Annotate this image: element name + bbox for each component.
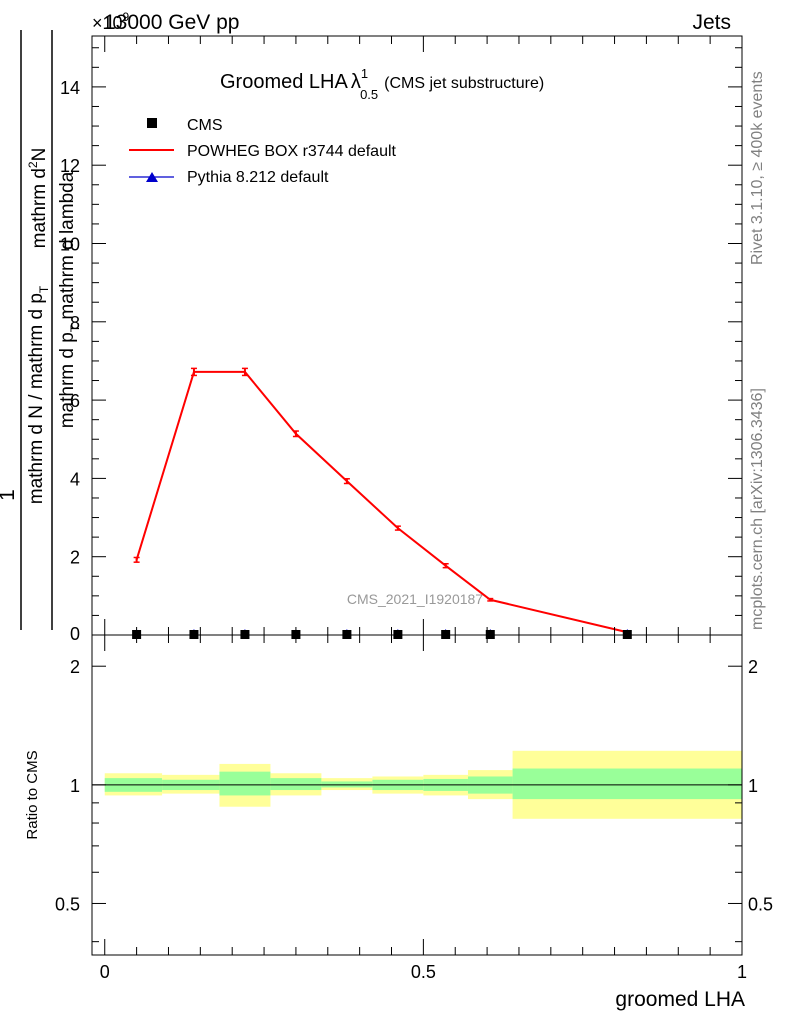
legend-pythia-marker xyxy=(146,172,158,182)
exponent-label: ×109 xyxy=(92,10,130,33)
main-y-tick-label: 4 xyxy=(70,469,80,489)
main-y-tick-label: 12 xyxy=(60,156,80,176)
x-tick-label: 1 xyxy=(737,962,747,982)
y-label-num-right: mathrm d2N xyxy=(26,148,50,249)
mcplots-label: mcplots.cern.ch [arXiv:1306.3436] xyxy=(749,388,766,630)
plot-title: Groomed LHA λ1 0.5(CMS jet substructure) xyxy=(220,66,544,102)
y-axis-label: 1 mathrm d2N mathrm d N / mathrm d pT ma… xyxy=(0,30,82,630)
ratio-panel-frame xyxy=(91,634,743,956)
main-y-tick-label: 8 xyxy=(70,313,80,333)
legend: CMS POWHEG BOX r3744 default Pythia 8.21… xyxy=(129,117,397,186)
ratio-y-tick-label-left: 2 xyxy=(70,657,80,677)
legend-powheg-label: POWHEG BOX r3744 default xyxy=(187,143,397,160)
legend-cms-label: CMS xyxy=(187,117,223,134)
x-tick-label: 0.5 xyxy=(411,962,436,982)
main-y-tick-label: 6 xyxy=(70,391,80,411)
main-y-ticks: 2 4 6 8 10 12 14 xyxy=(60,47,742,616)
ratio-y-tick-label-left: 1 xyxy=(70,776,80,796)
legend-pythia-label: Pythia 8.212 default xyxy=(187,169,329,186)
analysis-watermark: CMS_2021_I1920187 xyxy=(347,591,483,607)
energy-label: 13000 GeV pp xyxy=(104,11,239,34)
ratio-y-tick-label-right: 2 xyxy=(748,657,758,677)
legend-cms-marker xyxy=(147,118,157,128)
rivet-version-label: Rivet 3.1.10, ≥ 400k events xyxy=(749,71,766,265)
y-label-den-right: mathrm d pT mathrm d lambda xyxy=(57,171,82,428)
main-y-tick-label: 2 xyxy=(70,548,80,568)
ratio-band-inner xyxy=(512,768,742,800)
main-y-tick-label: 14 xyxy=(60,78,80,98)
x-axis-ticks: 0 0.5 1 xyxy=(100,36,747,982)
main-y-tick-label: 10 xyxy=(60,234,80,254)
ratio-y-tick-label-right: 0.5 xyxy=(748,894,773,914)
y-label-den-left: mathrm d N / mathrm d pT xyxy=(26,285,51,504)
ratio-y-ticks: 0.5 0.5 1 1 2 2 xyxy=(55,657,773,943)
x-tick-label: 0 xyxy=(100,962,110,982)
y-label-num-left: 1 xyxy=(0,489,19,501)
ratio-band-inner xyxy=(219,771,271,796)
main-y-tick-label-zero: 0 xyxy=(70,624,80,644)
ratio-y-axis-label: Ratio to CMS xyxy=(24,750,41,839)
ratio-y-tick-label-right: 1 xyxy=(748,776,758,796)
x-axis-label: groomed LHA xyxy=(615,988,745,1011)
process-label: Jets xyxy=(692,11,731,34)
ratio-y-tick-label-left: 0.5 xyxy=(55,894,80,914)
ratio-band-inner xyxy=(270,778,322,791)
